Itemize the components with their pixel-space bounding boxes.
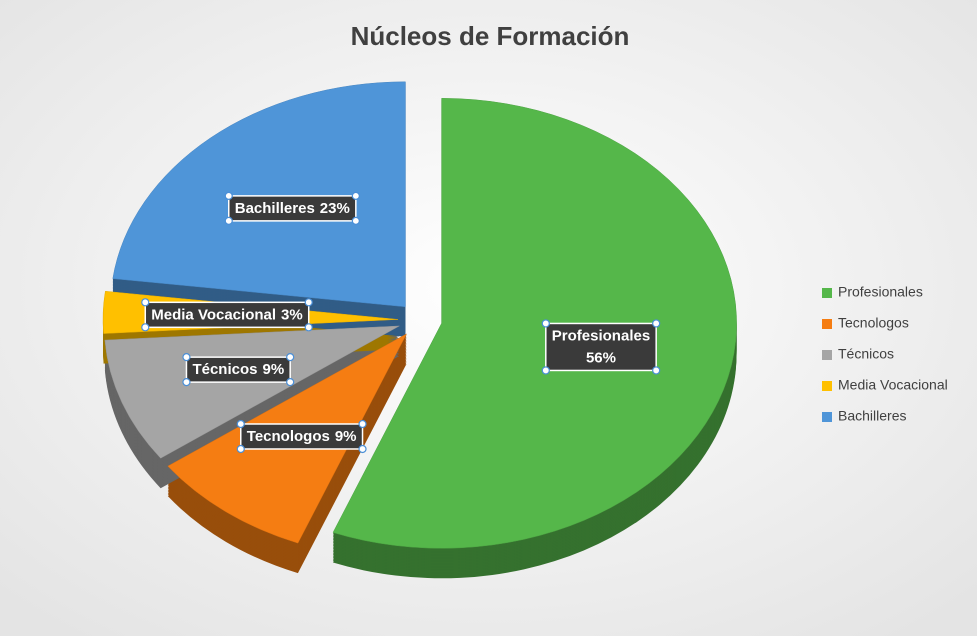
label-category: Profesionales [552,327,650,344]
legend-label: Media Vocacional [838,377,948,393]
label-category: Técnicos [192,361,257,378]
data-label: Profesionales 56% [541,319,661,375]
label-box [240,423,364,450]
label-value: 23% [320,200,350,217]
legend-label: Técnicos [838,346,894,362]
legend-label: Profesionales [838,284,923,300]
selection-handle [286,378,295,387]
selection-handle [182,353,191,362]
slice [104,325,400,459]
legend-swatch [822,350,832,360]
label-box [545,322,657,372]
selection-handle [141,298,150,307]
selection-handle [224,216,233,225]
legend-swatch [822,381,832,391]
label-box [228,195,357,222]
label-category: Media Vocacional [151,306,276,323]
label-value: 56% [586,349,616,366]
selection-handle [236,444,245,454]
selection-handle [304,323,313,332]
chart-title: Núcleos de Formación [351,21,630,51]
label-text: Técnicos 9% [192,361,284,378]
legend-label: Tecnologos [838,315,909,331]
selection-handle [224,191,233,200]
label-text: Profesionales 56% [552,327,650,366]
label-text: Bachilleres 23% [235,200,350,217]
legend-swatch [822,412,832,422]
label-text: Media Vocacional 3% [151,306,302,323]
data-label: Bachilleres 23% [224,191,360,225]
selection-handle [182,378,191,387]
selection-handle [358,444,367,454]
label-value: 9% [335,428,357,445]
label-box [144,301,310,329]
data-label: Media Vocacional 3% [141,298,313,332]
label-box [185,356,291,383]
label-value: 3% [281,306,303,323]
label-value: 9% [262,361,284,378]
selection-handle [358,419,367,429]
label-category: Bachilleres [235,200,315,217]
selection-handle [236,419,245,429]
label-text: Tecnologos 9% [247,428,357,445]
selection-handle [141,323,150,332]
selection-handle [351,191,360,200]
legend-swatch [822,319,832,329]
data-label: Técnicos 9% [182,353,295,387]
selection-handle [286,353,295,362]
slice [332,98,737,549]
selection-handle [652,366,661,375]
legend-swatch [822,288,832,298]
label-category: Tecnologos [247,428,330,445]
slice [112,81,406,308]
selection-handle [652,319,661,328]
legend-label: Bachilleres [838,408,906,424]
selection-handle [304,298,313,307]
selection-handle [541,319,550,328]
selection-handle [351,216,360,225]
data-label: Tecnologos 9% [236,419,367,454]
selection-handle [541,366,550,375]
